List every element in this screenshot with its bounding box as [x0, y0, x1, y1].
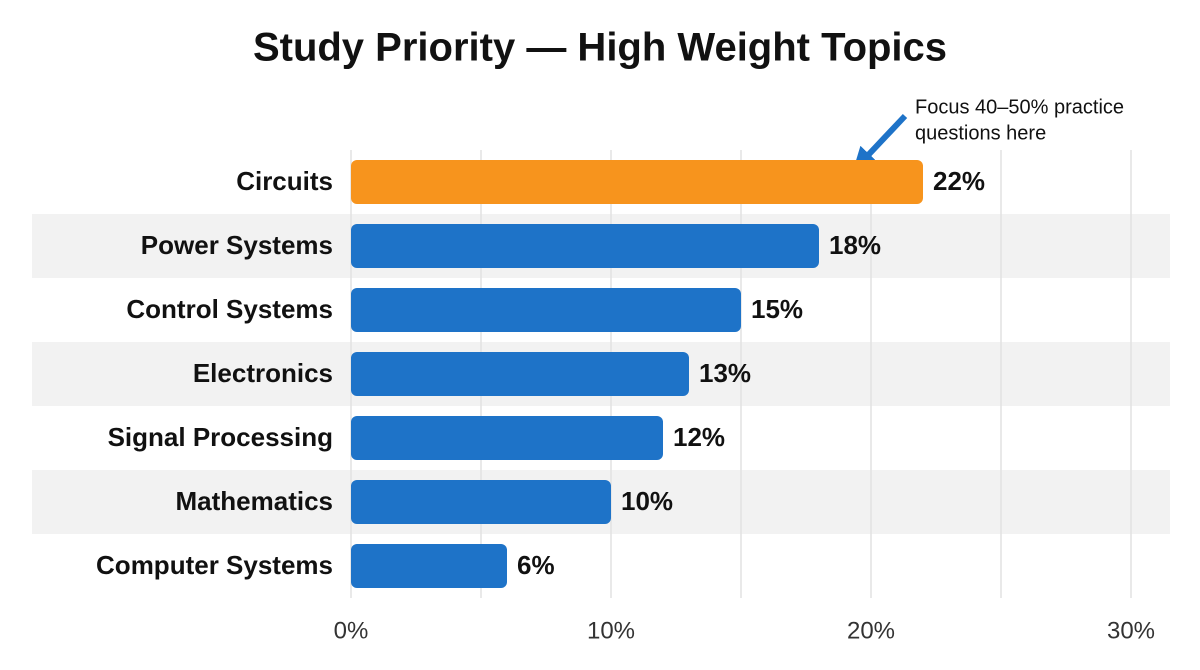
bar	[351, 544, 507, 588]
y-tick-label: Mathematics	[176, 486, 334, 516]
annotation-arrow	[852, 113, 908, 172]
value-label: 13%	[699, 358, 751, 388]
x-tick-label: 20%	[847, 617, 895, 644]
y-tick-label: Signal Processing	[108, 422, 333, 452]
value-label: 10%	[621, 486, 673, 516]
bar	[351, 480, 611, 524]
bar	[351, 288, 741, 332]
value-label: 12%	[673, 422, 725, 452]
annotation: questions here	[915, 122, 1046, 144]
x-tick-label: 0%	[334, 617, 369, 644]
y-tick-label: Electronics	[193, 358, 333, 388]
chart-title: Study Priority — High Weight Topics	[253, 26, 947, 70]
value-label: 22%	[933, 166, 985, 196]
x-tick-label: 10%	[587, 617, 635, 644]
annotation: Focus 40–50% practice	[915, 96, 1124, 118]
bar	[351, 224, 819, 268]
bar	[351, 352, 689, 396]
y-tick-label: Circuits	[236, 166, 333, 196]
value-label: 15%	[751, 294, 803, 324]
y-tick-label: Control Systems	[126, 294, 333, 324]
bar	[351, 160, 923, 204]
y-tick-label: Power Systems	[141, 230, 333, 260]
bar	[351, 416, 663, 460]
value-label: 18%	[829, 230, 881, 260]
x-tick-label: 30%	[1107, 617, 1155, 644]
y-tick-label: Computer Systems	[96, 550, 333, 580]
value-label: 6%	[517, 550, 555, 580]
